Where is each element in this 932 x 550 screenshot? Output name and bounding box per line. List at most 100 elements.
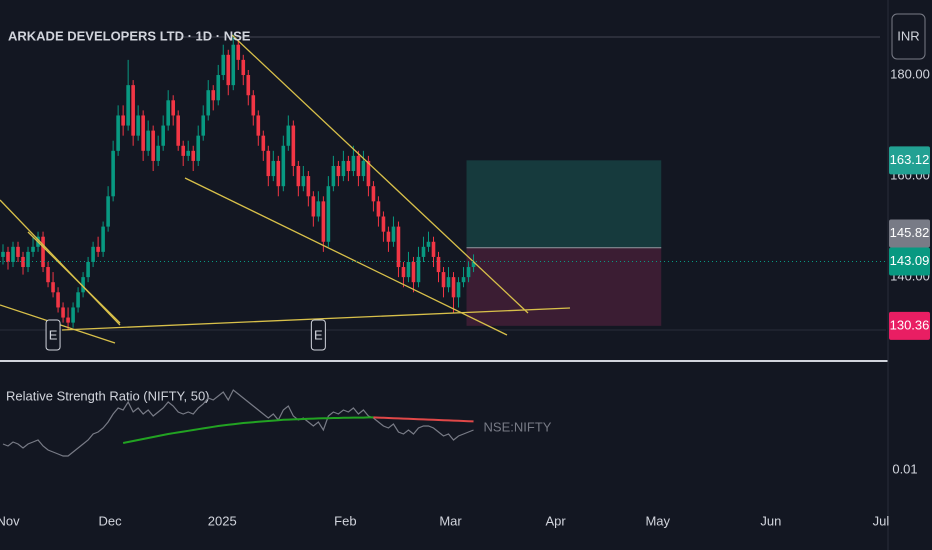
price-label: 143.09 (890, 253, 930, 268)
position-layer (466, 160, 662, 326)
candle-body (306, 176, 311, 197)
trendline (27, 231, 121, 324)
candle-body (196, 135, 201, 161)
candle-body (56, 292, 60, 308)
candle-body (126, 85, 130, 126)
candle-body (281, 145, 286, 187)
x-tick-label: Dec (99, 513, 123, 528)
candle-body (211, 90, 216, 101)
candle-body (151, 130, 155, 161)
candle-body (101, 226, 105, 252)
candle-body (391, 226, 396, 242)
candle-body (366, 160, 371, 187)
x-tick-label: Feb (334, 513, 356, 528)
rs-line (2, 389, 474, 457)
candle-body (116, 115, 120, 151)
candle-body (156, 145, 160, 161)
candle-body (336, 165, 341, 177)
candle-body (51, 282, 55, 293)
candle-body (441, 272, 446, 288)
candle-body (291, 125, 296, 166)
candle-body (1, 251, 5, 257)
candle-body (171, 100, 175, 116)
candle-body (426, 241, 431, 247)
candle-body (406, 261, 411, 278)
candle-body (226, 54, 231, 86)
candle-body (271, 160, 276, 177)
candle-body (266, 150, 271, 177)
candle-body (251, 95, 256, 116)
candle-body (41, 236, 45, 268)
trendline (231, 34, 529, 314)
price-label-box (889, 247, 930, 276)
trendline (0, 199, 121, 326)
candle-body (341, 160, 346, 177)
candle-body (401, 267, 406, 278)
candle-body (81, 277, 85, 293)
event-label: E (49, 327, 58, 342)
candle-body (106, 196, 110, 227)
candle-body (231, 44, 236, 86)
candle-body (381, 216, 386, 232)
candle-body (311, 196, 316, 217)
candle-body (141, 115, 145, 151)
candle-body (186, 150, 191, 156)
profit-zone (466, 160, 662, 248)
candle-body (416, 256, 421, 283)
candle-body (451, 277, 456, 298)
trendline (61, 307, 571, 331)
candle-body (326, 186, 331, 242)
candle-body (46, 267, 50, 283)
candle-body (31, 246, 35, 252)
candle-body (301, 176, 306, 187)
x-tick-label: Mar (439, 513, 462, 528)
candle-body (201, 115, 206, 136)
price-label: 130.36 (890, 317, 930, 332)
currency[interactable]: INR (897, 28, 919, 43)
candle-body (236, 44, 241, 60)
price-label-box (889, 311, 930, 340)
candle-body (146, 130, 150, 151)
candle-body (71, 307, 75, 323)
candle-body (261, 135, 266, 151)
event-marker (45, 319, 61, 351)
price-label-box (889, 146, 930, 175)
candle-body (316, 201, 321, 217)
candle-body (436, 256, 441, 273)
candle-layer (1, 34, 476, 331)
candle-body (66, 317, 70, 323)
candle-body (91, 246, 95, 262)
x-tick-label: Apr (546, 513, 567, 528)
candle-body (296, 165, 301, 187)
candle-body (466, 267, 471, 278)
candle-body (136, 115, 140, 136)
candle-body (6, 251, 10, 262)
rs-ma-line (122, 416, 374, 444)
candle-body (446, 277, 451, 288)
candle-body (431, 241, 436, 257)
indicator-tick-label: 0.01 (892, 461, 917, 476)
candle-body (206, 90, 211, 116)
candle-body (371, 186, 376, 202)
candle-body (16, 246, 20, 257)
x-tick-label: Jul (873, 513, 890, 528)
candle-body (26, 251, 30, 268)
candle-body (191, 150, 196, 161)
candle-body (321, 201, 326, 242)
candle-body (161, 125, 165, 146)
candle-body (246, 75, 251, 96)
currency-button[interactable] (891, 13, 926, 60)
candle-body (346, 160, 351, 172)
candle-body (96, 246, 100, 252)
candle-body (276, 160, 281, 187)
candle-body (386, 231, 391, 242)
candle-body (111, 150, 115, 197)
series-name: NSE:NIFTY (484, 419, 552, 434)
candle-body (166, 100, 170, 126)
candle-body (121, 115, 125, 126)
x-tick-label: May (645, 513, 670, 528)
candle-body (396, 226, 401, 268)
candle-body (376, 201, 381, 217)
event-label: E (314, 327, 323, 342)
